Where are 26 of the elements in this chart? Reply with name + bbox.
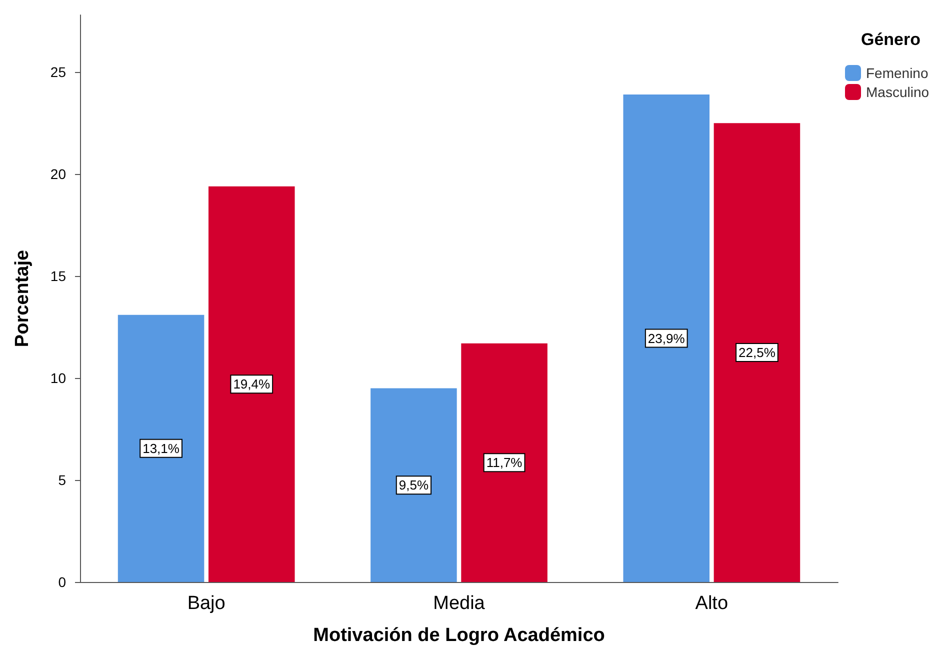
bar bbox=[714, 123, 800, 582]
data-label: 23,9% bbox=[648, 330, 686, 346]
legend-title: Género bbox=[861, 30, 921, 49]
bar bbox=[208, 186, 295, 582]
data-label: 22,5% bbox=[738, 345, 776, 360]
legend-label: Masculino bbox=[866, 84, 930, 100]
bar bbox=[461, 343, 548, 582]
data-label: 19,4% bbox=[233, 376, 270, 392]
data-label: 9,5% bbox=[398, 478, 429, 493]
x-tick-label: Bajo bbox=[187, 593, 226, 614]
y-tick-label: 20 bbox=[50, 166, 66, 182]
y-axis-title: Porcentaje bbox=[12, 250, 33, 348]
x-axis-title: Motivación de Logro Académico bbox=[313, 625, 605, 646]
bar bbox=[623, 94, 710, 582]
y-tick-label: 25 bbox=[50, 64, 66, 80]
data-label: 11,7% bbox=[486, 455, 523, 470]
legend-label: Femenino bbox=[866, 65, 928, 81]
y-tick-label: 0 bbox=[58, 574, 66, 590]
y-tick-label: 15 bbox=[50, 268, 66, 284]
bar bbox=[370, 388, 457, 582]
y-tick-label: 10 bbox=[50, 370, 66, 386]
x-tick-label: Media bbox=[433, 593, 486, 614]
y-tick-label: 5 bbox=[58, 472, 66, 488]
x-tick-label: Alto bbox=[695, 593, 728, 614]
data-label: 13,1% bbox=[142, 440, 180, 456]
bar bbox=[118, 314, 204, 582]
